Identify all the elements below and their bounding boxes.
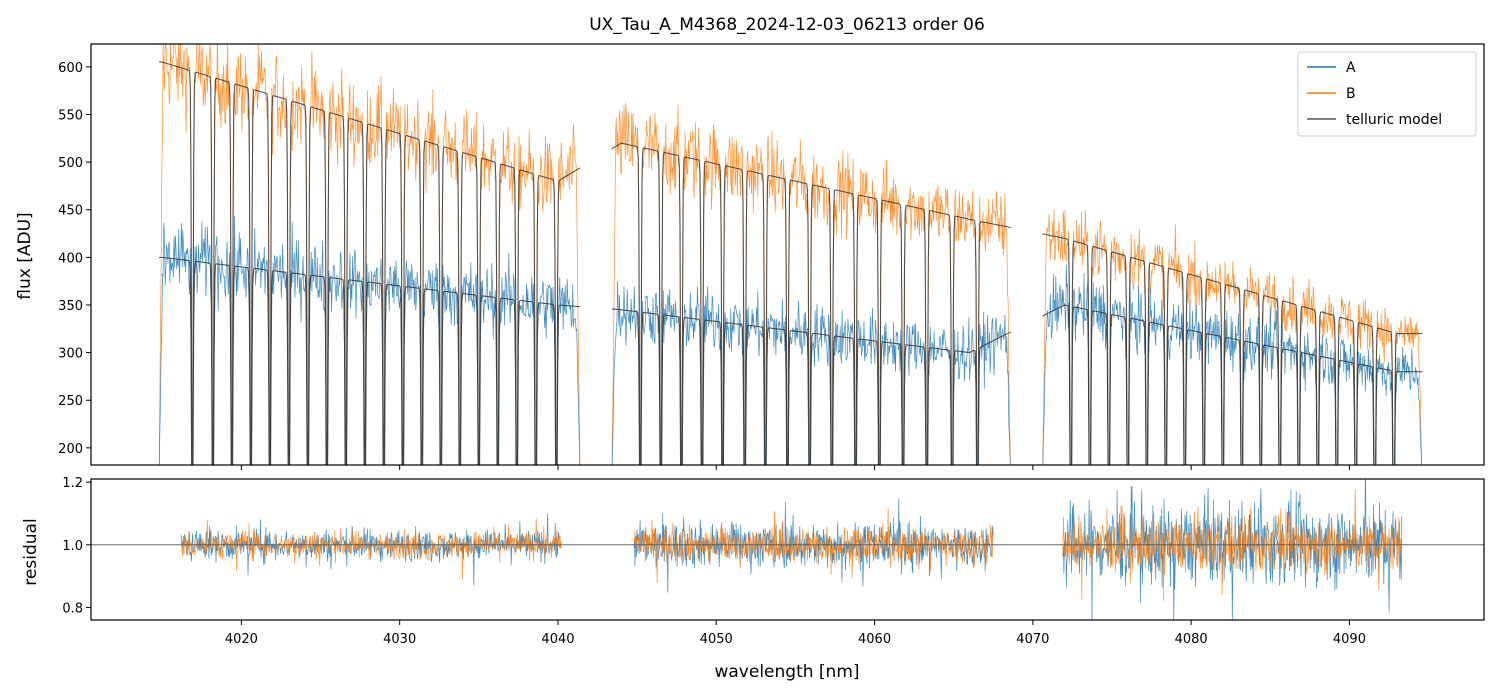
top-y-tick-label: 300: [58, 347, 83, 362]
residual-b-segment-2: [633, 508, 994, 584]
residual-y-tick-label: 0.8: [62, 601, 83, 616]
telluric-model-a-segment-3: [1042, 304, 1423, 465]
residual-b-segment-1: [180, 518, 562, 580]
chart-title: UX_Tau_A_M4368_2024-12-03_06213 order 06: [589, 15, 985, 35]
top-plot-data: [158, 44, 1423, 465]
top-plot-frame: [90, 43, 1485, 466]
residual-plot-frame: [90, 478, 1485, 621]
legend-label-3: telluric model: [1346, 112, 1442, 128]
top-y-tick-label: 600: [58, 61, 83, 76]
telluric-model-b-segment-1: [159, 61, 581, 465]
telluric-model-b-segment-2: [611, 142, 1011, 465]
residual-y-tick-label: 1.2: [62, 476, 83, 491]
top-y-tick-label: 350: [58, 299, 83, 314]
top-y-tick-label: 400: [58, 251, 83, 266]
x-tick-label: 4080: [1175, 632, 1208, 647]
series-a-flux-segment-1: [159, 215, 581, 465]
x-tick-label: 4060: [858, 632, 891, 647]
x-tick-label: 4070: [1016, 632, 1049, 647]
top-y-tick-label: 550: [58, 108, 83, 123]
top-y-tick-label: 500: [58, 156, 83, 171]
residual-y-axis-label: residual: [21, 518, 41, 585]
top-axes: 200 250 300 350 400 450 500 550 600: [58, 61, 1350, 470]
x-tick-label: 4030: [383, 632, 416, 647]
residual-y-tick-label: 1.0: [62, 539, 83, 554]
series-b-flux-segment-1: [158, 44, 581, 465]
x-tick-label: 4050: [700, 632, 733, 647]
legend-label-2: B: [1346, 86, 1356, 102]
telluric-model-b-segment-3: [1042, 233, 1423, 465]
legend-label-1: A: [1346, 60, 1356, 76]
x-tick-label: 4090: [1333, 632, 1366, 647]
top-y-axis-label: flux [ADU]: [15, 212, 35, 299]
top-y-tick-label: 450: [58, 204, 83, 219]
residual-a-segment-1: [180, 513, 562, 586]
legend-box: [1297, 51, 1477, 137]
x-axis-label: wavelength [nm]: [714, 662, 859, 682]
x-tick-label: 4020: [225, 632, 258, 647]
residual-b-segment-3: [1062, 489, 1403, 601]
x-tick-label: 4040: [541, 632, 574, 647]
series-a-flux-segment-3: [1042, 264, 1422, 465]
residual-axes: 0.8 1.0 1.2 4020 4030 4040 4050 4060 4070 4080 409…: [62, 476, 1366, 647]
top-y-tick-label: 250: [58, 394, 83, 409]
series-b-flux-segment-3: [1042, 209, 1423, 465]
telluric-model-a-segment-2: [611, 308, 1011, 465]
residual-plot-data: [91, 479, 1484, 620]
telluric-model-a-segment-1: [159, 256, 581, 465]
top-y-tick-label: 200: [58, 442, 83, 457]
